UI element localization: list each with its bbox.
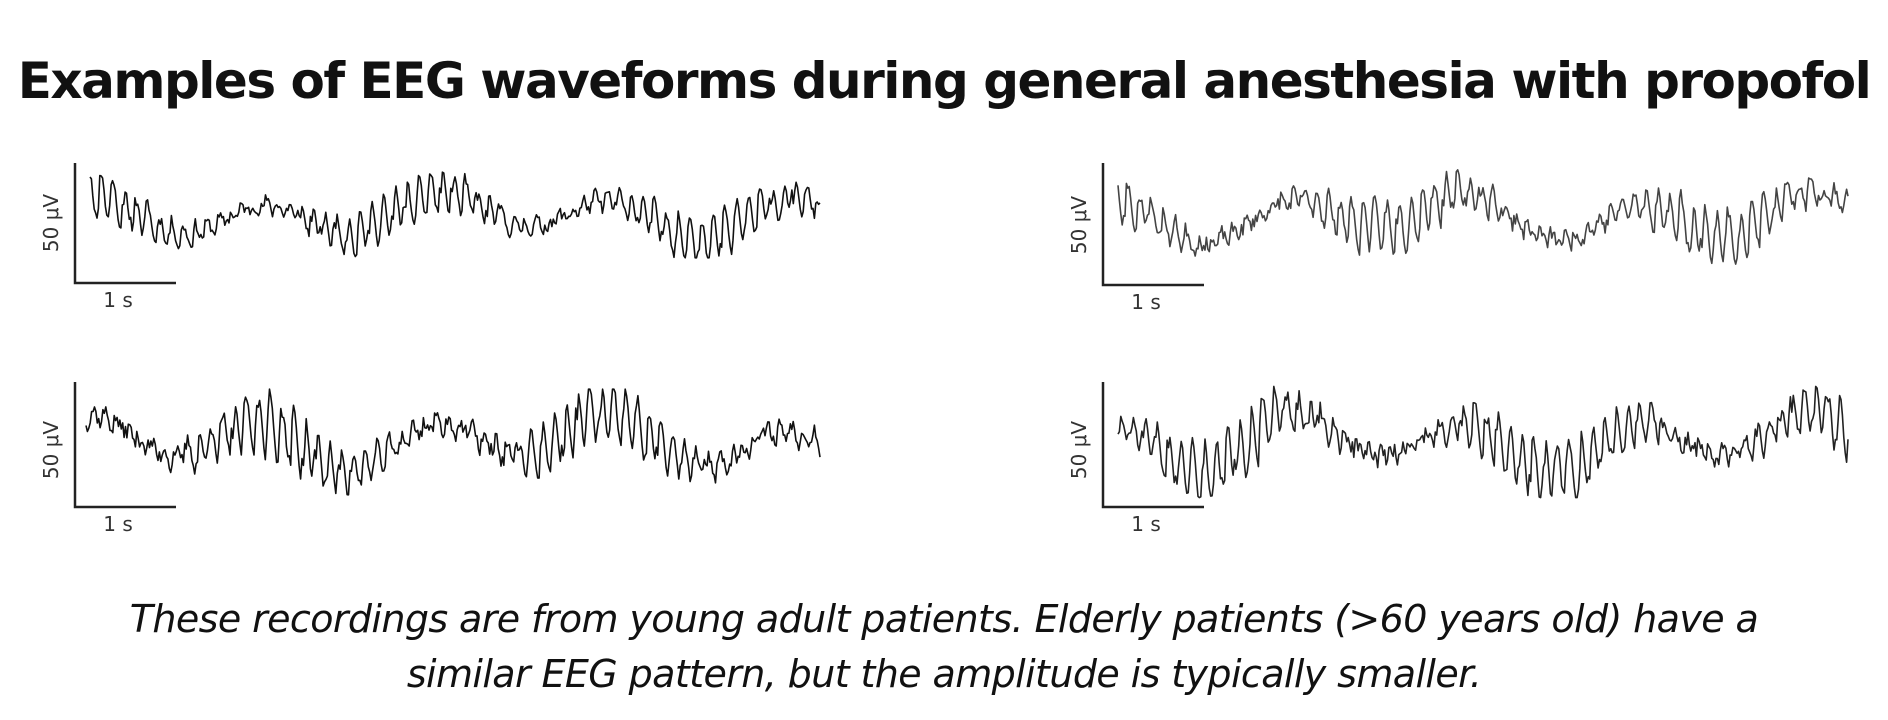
figure-title: Examples of EEG waveforms during general… [17, 52, 1872, 110]
eeg-trace [85, 388, 821, 496]
scale-bar: 50 μV 1 s [39, 382, 176, 536]
time-scale-label: 1 s [1131, 512, 1161, 536]
eeg-trace [1117, 385, 1849, 499]
scale-bar: 50 μV 1 s [1067, 382, 1204, 536]
scale-bar-axes [73, 163, 176, 285]
caption-line-1: These recordings are from young adult pa… [129, 597, 1759, 641]
eeg-panel-top-left: 50 μV 1 s [39, 135, 840, 312]
scale-bar-axes [1101, 163, 1204, 287]
eeg-panel-bottom-left: 50 μV 1 s [39, 357, 840, 536]
scale-bar: 50 μV 1 s [39, 163, 176, 312]
scale-bar-axes [1101, 382, 1204, 509]
figure-caption: These recordings are from young adult pa… [40, 592, 1848, 702]
amplitude-scale-label: 50 μV [39, 421, 63, 480]
amplitude-scale-label: 50 μV [1067, 421, 1091, 480]
caption-line-2: similar EEG pattern, but the amplitude i… [406, 652, 1482, 696]
eeg-panel-bottom-right: 50 μV 1 s [1067, 357, 1868, 536]
amplitude-scale-label: 50 μV [1067, 196, 1091, 255]
time-scale-label: 1 s [103, 512, 133, 536]
eeg-trace [89, 171, 821, 259]
eeg-trace [1117, 169, 1849, 265]
scale-bar: 50 μV 1 s [1067, 163, 1204, 314]
time-scale-label: 1 s [103, 288, 133, 312]
amplitude-scale-label: 50 μV [39, 194, 63, 253]
scale-bar-axes [73, 382, 176, 509]
time-scale-label: 1 s [1131, 290, 1161, 314]
eeg-panel-top-right: 50 μV 1 s [1067, 135, 1868, 314]
